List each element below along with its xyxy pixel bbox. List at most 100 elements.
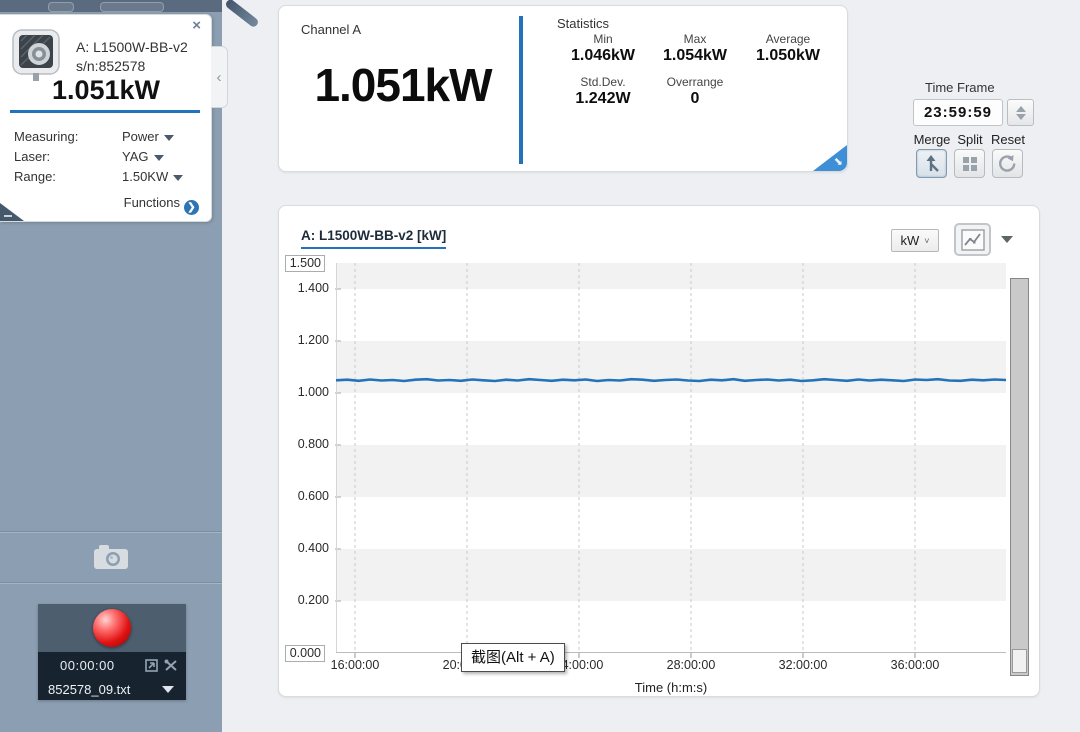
scrollbar-thumb[interactable] [1012,649,1027,673]
toolbar-partial-button-group[interactable] [100,2,164,12]
reset-label: Reset [991,132,1025,147]
measuring-dropdown[interactable]: Power [122,129,174,144]
merge-button[interactable] [916,149,947,178]
laser-row: Laser: YAG [14,149,200,164]
chevron-down-icon [153,154,164,161]
camera-icon [94,545,128,569]
chevron-down-icon [163,134,174,141]
chart-type-button[interactable] [954,223,991,256]
close-icon[interactable]: × [192,17,201,34]
data-series-line [335,377,1007,383]
statistics-grid: Min 1.046kW Max 1.054kW Average 1.050kW … [557,32,835,108]
merge-label: Merge [913,132,951,147]
channel-reading: 1.051kW [314,59,492,111]
accent-divider [519,16,523,164]
chart-plot-area[interactable] [335,263,1007,658]
stat-min: Min 1.046kW [570,32,636,64]
y-axis-tick-label: 1.200 [297,333,329,347]
functions-arrow-icon: ❯ [184,200,199,215]
y-axis-tick-label: 0.800 [297,437,329,451]
screenshot-camera-button[interactable] [84,538,138,576]
record-filename: 852578_09.txt [48,681,131,697]
resize-arrow-icon: ⬊ [833,156,843,168]
export-icon[interactable] [145,658,158,672]
y-axis-tick-label: 0.400 [297,541,329,555]
split-button[interactable] [954,149,985,178]
measuring-label: Measuring: [14,129,79,144]
laser-dropdown[interactable]: YAG [122,149,164,164]
x-axis-tick-label: 36:00:00 [890,658,940,672]
range-dropdown[interactable]: 1.50KW [122,169,184,184]
spin-up-icon [1015,105,1026,112]
fold-minus-icon [4,215,12,217]
merge-icon [926,154,939,172]
y-axis-tick-label: 1.000 [297,385,329,399]
stat-empty [741,75,835,108]
chevron-down-icon [173,174,184,181]
channel-title: Channel A [301,22,361,37]
x-axis-tick-label: 28:00:00 [666,658,716,672]
stat-stddev: Std.Dev. 1.242W [575,75,631,107]
time-frame-group: Time Frame 23:59:59 Merge Split Reset [913,80,1041,178]
chart-series-tab[interactable]: A: L1500W-BB-v2 [kW] [301,228,447,249]
sidebar-toolbar [0,0,222,12]
x-axis-title: Time (h:m:s) [634,680,708,695]
time-frame-spinner[interactable] [1007,99,1034,126]
chart-vertical-scrollbar[interactable] [1010,278,1029,676]
line-chart-icon [960,228,985,251]
recorder-file-bar: 852578_09.txt [38,678,186,700]
recorder-widget: 00:00:00 852578_09.txt [38,604,186,700]
device-serial: s/n:852578 [76,58,146,74]
accent-divider [10,110,200,113]
x-axis-tick-label: 16:00:00 [330,658,380,672]
stat-max: Max 1.054kW [662,32,728,64]
range-label: Range: [14,169,56,184]
tools-icon[interactable] [164,659,178,672]
card-fold-corner[interactable] [0,203,24,221]
statistics-title: Statistics [557,16,610,31]
chevron-down-icon: ˅ [924,235,930,246]
chevron-down-icon[interactable] [162,685,174,693]
y-axis-tick-label: 1.400 [297,281,329,295]
record-button[interactable] [93,609,131,647]
sidebar-divider [0,531,222,533]
device-sidebar: × A: L1500W-BB-v2 s/n:852578 1.051kW Mea… [0,0,222,732]
chart-svg [335,263,1007,658]
stat-overrange: Overrange 0 [666,75,724,107]
panel-resize-corner[interactable] [813,145,847,171]
device-reading: 1.051kW [51,75,161,105]
y-axis-tick-label: 0.200 [297,593,329,607]
x-axis-tick-label: 24:00:00 [554,658,604,672]
x-axis-tick-label: 32:00:00 [778,658,828,672]
y-axis-tick-label: 0.600 [297,489,329,503]
measuring-row: Measuring: Power [14,129,200,144]
y-axis-max-input[interactable]: 1.500 [285,255,325,272]
chevron-left-icon: ‹ [216,68,222,86]
split-label: Split [957,132,983,147]
stat-average: Average 1.050kW [755,32,821,64]
functions-link[interactable]: Functions ❯ [124,195,199,215]
record-elapsed-time: 00:00:00 [60,657,115,673]
pen-cursor-icon [224,0,260,29]
spin-down-icon [1015,113,1026,120]
chart-panel: A: L1500W-BB-v2 [kW] kW ˅ 1.500 1.400 1.200… [278,205,1040,697]
laser-label: Laser: [14,149,51,164]
toolbar-partial-button[interactable] [48,2,74,12]
range-row: Range: 1.50KW [14,169,200,184]
time-frame-label: Time Frame [925,80,995,95]
sidebar-collapse-handle[interactable]: ‹ [211,46,228,108]
recorder-top [38,604,186,652]
reset-button[interactable] [992,149,1023,178]
reset-icon [999,155,1016,172]
sensor-head-icon [12,29,60,86]
chart-type-dropdown-icon[interactable] [1001,236,1013,243]
channel-a-panel: Channel A 1.051kW Statistics Min 1.046kW… [278,5,848,172]
y-axis-min-input[interactable]: 0.000 [285,645,325,662]
device-name: A: L1500W-BB-v2 [76,39,188,55]
time-frame-input[interactable]: 23:59:59 [913,99,1003,126]
device-card: × A: L1500W-BB-v2 s/n:852578 1.051kW Mea… [0,14,212,222]
sidebar-divider [0,582,222,584]
unit-select[interactable]: kW ˅ [891,229,939,252]
screenshot-tool-tooltip: 截图(Alt + A) [461,643,565,672]
